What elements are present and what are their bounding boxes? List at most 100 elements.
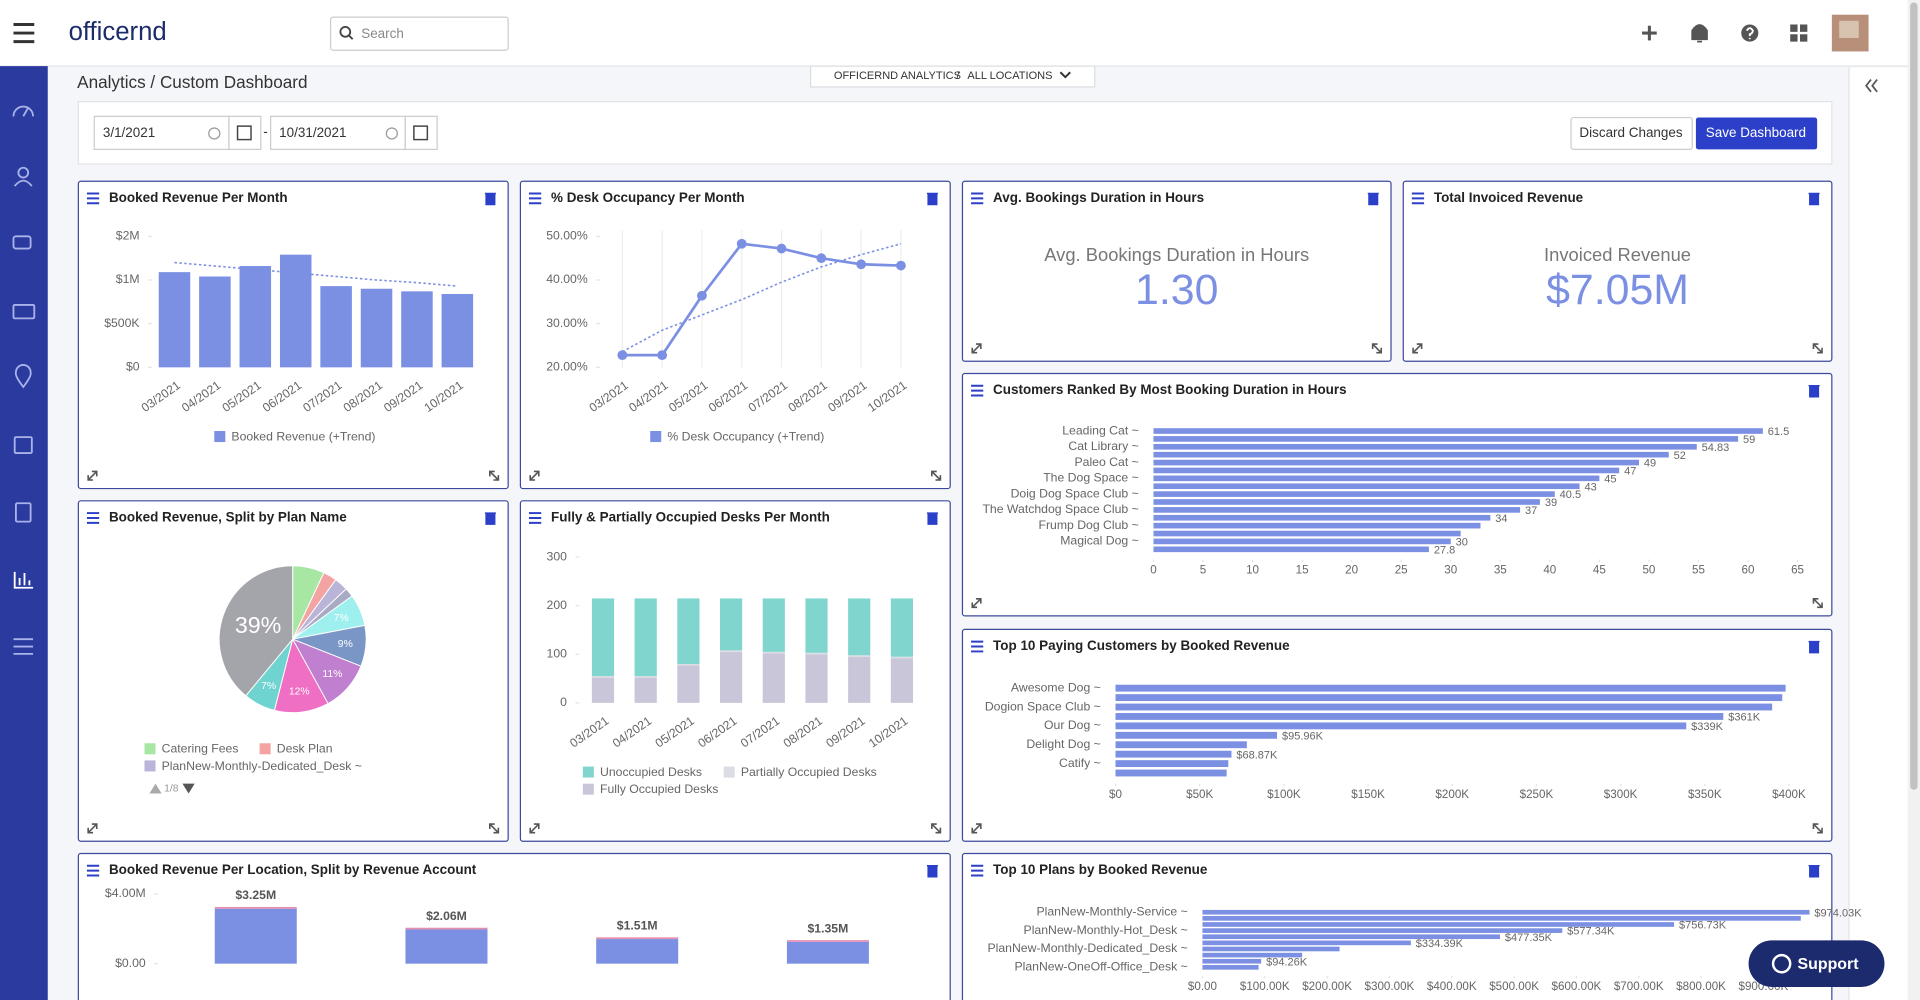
bar — [1153, 451, 1669, 458]
scrollbar-thumb[interactable] — [1910, 2, 1918, 790]
menu-button[interactable] — [13, 23, 35, 44]
widget-menu[interactable] — [971, 640, 984, 653]
x-tick-label: 5 — [1200, 564, 1206, 577]
bar — [279, 254, 312, 368]
bar — [1153, 459, 1640, 466]
widget-resize[interactable] — [489, 470, 500, 481]
bar-segment — [677, 664, 700, 666]
nav-analytics[interactable] — [13, 571, 34, 589]
bar — [1115, 713, 1724, 720]
bar — [1115, 722, 1687, 730]
category-label: Cat Library ~ — [1068, 439, 1138, 453]
nav-locations[interactable] — [14, 364, 32, 389]
legend-label: Partially Occupied Desks — [741, 765, 877, 779]
legend-swatch — [650, 431, 662, 443]
help-button[interactable] — [1741, 24, 1759, 42]
save-button[interactable] — [1695, 117, 1818, 150]
widget-resize[interactable] — [931, 823, 942, 834]
widget-resize[interactable] — [489, 823, 500, 834]
widget-menu[interactable] — [86, 864, 100, 877]
x-tick-label: 45 — [1593, 564, 1606, 577]
widget-expand[interactable] — [1412, 343, 1423, 354]
end-date-input[interactable] — [270, 115, 406, 151]
bar-segment — [719, 651, 743, 703]
apps-button[interactable] — [1790, 24, 1808, 42]
nav-messages[interactable] — [12, 235, 32, 250]
widget-resize[interactable] — [1371, 343, 1383, 354]
widget-delete[interactable] — [1808, 864, 1820, 878]
widget-menu[interactable] — [971, 384, 984, 397]
start-date-input[interactable] — [93, 115, 230, 151]
x-tick-label: 40 — [1543, 564, 1556, 577]
bar-segment — [634, 598, 657, 677]
pager-up[interactable] — [149, 783, 162, 794]
bar — [1153, 436, 1739, 442]
widget-delete[interactable] — [484, 512, 496, 525]
discard-button[interactable] — [1570, 116, 1693, 151]
start-date-picker[interactable] — [228, 115, 262, 151]
nav-members[interactable] — [17, 166, 30, 179]
nav-settings[interactable] — [13, 638, 34, 655]
category-label: Frump Dog Club ~ — [1038, 518, 1138, 532]
end-date-picker[interactable] — [404, 115, 438, 151]
clear-start-date[interactable] — [208, 127, 221, 140]
nav-billing[interactable] — [12, 303, 36, 320]
widget-delete[interactable] — [484, 192, 496, 206]
support-button[interactable]: Support — [1748, 940, 1885, 987]
widget-menu[interactable] — [528, 192, 542, 205]
pager-label: 1/8 — [164, 783, 179, 794]
data-label: 45 — [1604, 473, 1616, 485]
bar-segment — [677, 665, 700, 703]
widget-resize[interactable] — [931, 470, 942, 481]
widget-expand[interactable] — [971, 343, 982, 354]
widget-menu[interactable] — [971, 192, 984, 205]
widget-expand[interactable] — [87, 470, 98, 481]
widget-menu[interactable] — [86, 512, 100, 524]
legend-swatch — [144, 743, 156, 755]
widget-title: Top 10 Plans by Booked Revenue — [993, 862, 1208, 877]
y-tick-label: $1M — [116, 272, 140, 286]
search-box[interactable] — [330, 16, 509, 51]
line — [622, 242, 901, 357]
bar — [320, 286, 352, 368]
widget-delete[interactable] — [926, 512, 938, 525]
kpi-value: 1.30 — [1135, 266, 1218, 314]
notifications-button[interactable] — [1691, 24, 1708, 43]
widget-delete[interactable] — [926, 864, 938, 878]
widget-expand[interactable] — [971, 823, 982, 834]
widget-resize[interactable] — [1812, 823, 1823, 834]
y-tick-label: 50.00% — [546, 229, 588, 243]
collapse-button[interactable] — [1865, 79, 1878, 93]
x-tick-label: $150K — [1351, 788, 1385, 801]
widget-expand[interactable] — [529, 823, 540, 834]
widget-menu[interactable] — [528, 512, 542, 524]
search-placeholder: Search — [361, 26, 404, 41]
widget-delete[interactable] — [926, 192, 938, 206]
data-label: $361K — [1728, 712, 1761, 724]
widget-menu[interactable] — [1411, 192, 1425, 205]
widget-delete[interactable] — [1367, 192, 1379, 206]
widget-menu[interactable] — [86, 192, 100, 205]
widget-menu[interactable] — [971, 864, 984, 877]
category-label: The Watchdog Space Club ~ — [982, 502, 1138, 516]
widget-delete[interactable] — [1808, 192, 1820, 206]
widget-expand[interactable] — [87, 823, 98, 834]
widget-delete[interactable] — [1808, 640, 1820, 654]
bar — [1153, 514, 1491, 521]
context-selector[interactable] — [810, 65, 1096, 88]
widget-expand[interactable] — [971, 597, 982, 609]
widget-resize[interactable] — [1812, 343, 1823, 354]
nav-calendar[interactable] — [13, 436, 33, 454]
nav-dashboard[interactable] — [12, 105, 34, 117]
widget-resize[interactable] — [1812, 597, 1823, 609]
y-tick-label: $4.00M — [105, 886, 146, 900]
widget-expand[interactable] — [529, 470, 540, 481]
widget-delete[interactable] — [1808, 384, 1820, 398]
bar — [1202, 909, 1810, 915]
add-button[interactable] — [1642, 25, 1657, 41]
widget-title: Customers Ranked By Most Booking Duratio… — [993, 382, 1347, 397]
clear-end-date[interactable] — [385, 127, 398, 140]
discard-label: Discard Changes — [1579, 125, 1682, 140]
nav-documents[interactable] — [15, 502, 32, 523]
kpi-label: Avg. Bookings Duration in Hours — [1044, 244, 1309, 265]
